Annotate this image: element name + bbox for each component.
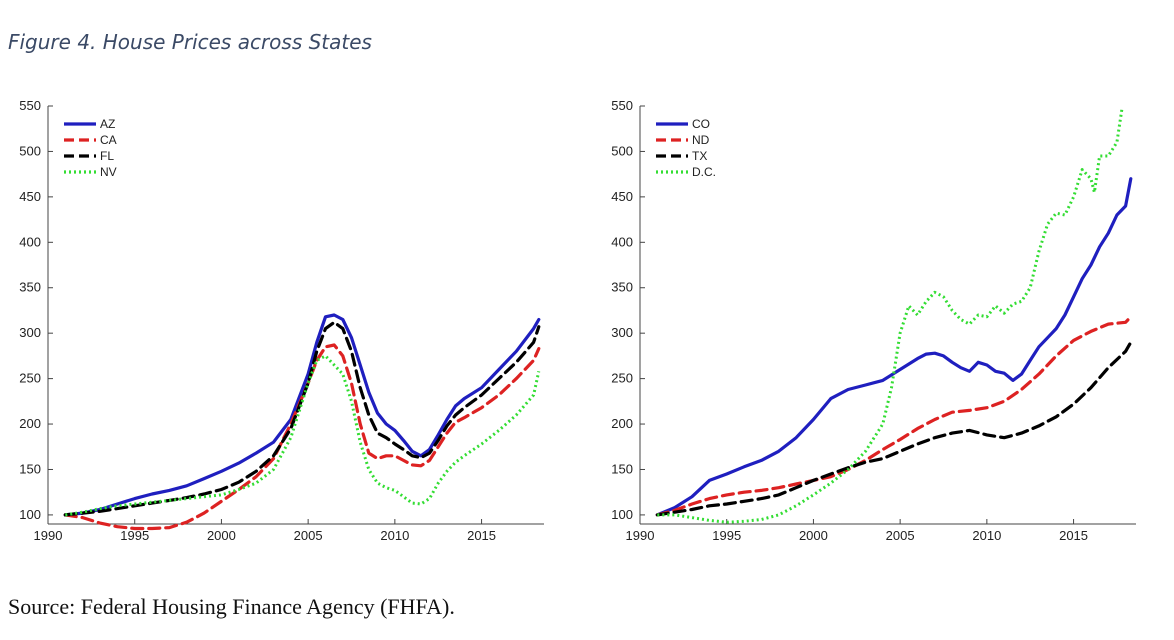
x-tick-label: 1990 [34,528,63,543]
y-tick-label: 350 [611,280,633,295]
y-tick-label: 250 [611,371,633,386]
legend-label: D.C. [692,165,716,179]
x-tick-label: 1990 [626,528,655,543]
y-tick-label: 100 [19,507,41,522]
y-tick-label: 100 [611,507,633,522]
y-tick-label: 150 [611,461,633,476]
series-line-nv [65,354,541,517]
legend-label: TX [692,149,707,163]
series-line-co [655,177,1133,517]
y-tick-label: 200 [19,416,41,431]
legend-label: FL [100,149,114,163]
y-tick-label: 350 [19,280,41,295]
x-tick-label: 2005 [886,528,915,543]
y-tick-label: 450 [19,189,41,204]
y-tick-label: 500 [19,143,41,158]
legend-label: AZ [100,117,115,131]
legend-label: NV [100,165,117,179]
series-line-ca [63,343,541,531]
series-line-dc [657,107,1124,524]
chart-left: 100 150 200 250 300 350 400 450 500 550 1990 1995 20… [19,98,544,543]
series-line-nd [655,315,1133,517]
x-tick-label: 2000 [207,528,236,543]
x-tick-label: 2015 [467,528,496,543]
legend-label: ND [692,133,710,147]
x-tick-label: 2010 [972,528,1001,543]
y-tick-label: 250 [19,371,41,386]
x-tick-label: 2010 [380,528,409,543]
x-tick-label: 2000 [799,528,828,543]
y-tick-label: 500 [611,143,633,158]
y-tick-label: 150 [19,461,41,476]
series-line-tx [655,340,1133,517]
y-tick-label: 550 [611,98,633,113]
y-tick-label: 300 [19,325,41,340]
series-line-az [63,313,541,517]
y-tick-label: 450 [611,189,633,204]
figure-title: Figure 4. House Prices across States [8,30,372,54]
y-tick-label: 550 [19,98,41,113]
figure-source: Source: Federal Housing Finance Agency (… [8,594,455,619]
x-tick-label: 1995 [712,528,741,543]
y-tick-label: 400 [611,234,633,249]
y-tick-label: 400 [19,234,41,249]
x-tick-label: 1995 [120,528,149,543]
x-tick-label: 2005 [294,528,323,543]
y-tick-label: 200 [611,416,633,431]
x-tick-label: 2015 [1059,528,1088,543]
y-tick-label: 300 [611,325,633,340]
legend-label: CA [100,133,117,147]
series-line-fl [63,320,541,517]
legend-label: CO [692,117,710,131]
chart-right: 100 150 200 250 300 350 400 450 500 550 1990 1995 20… [611,98,1136,543]
